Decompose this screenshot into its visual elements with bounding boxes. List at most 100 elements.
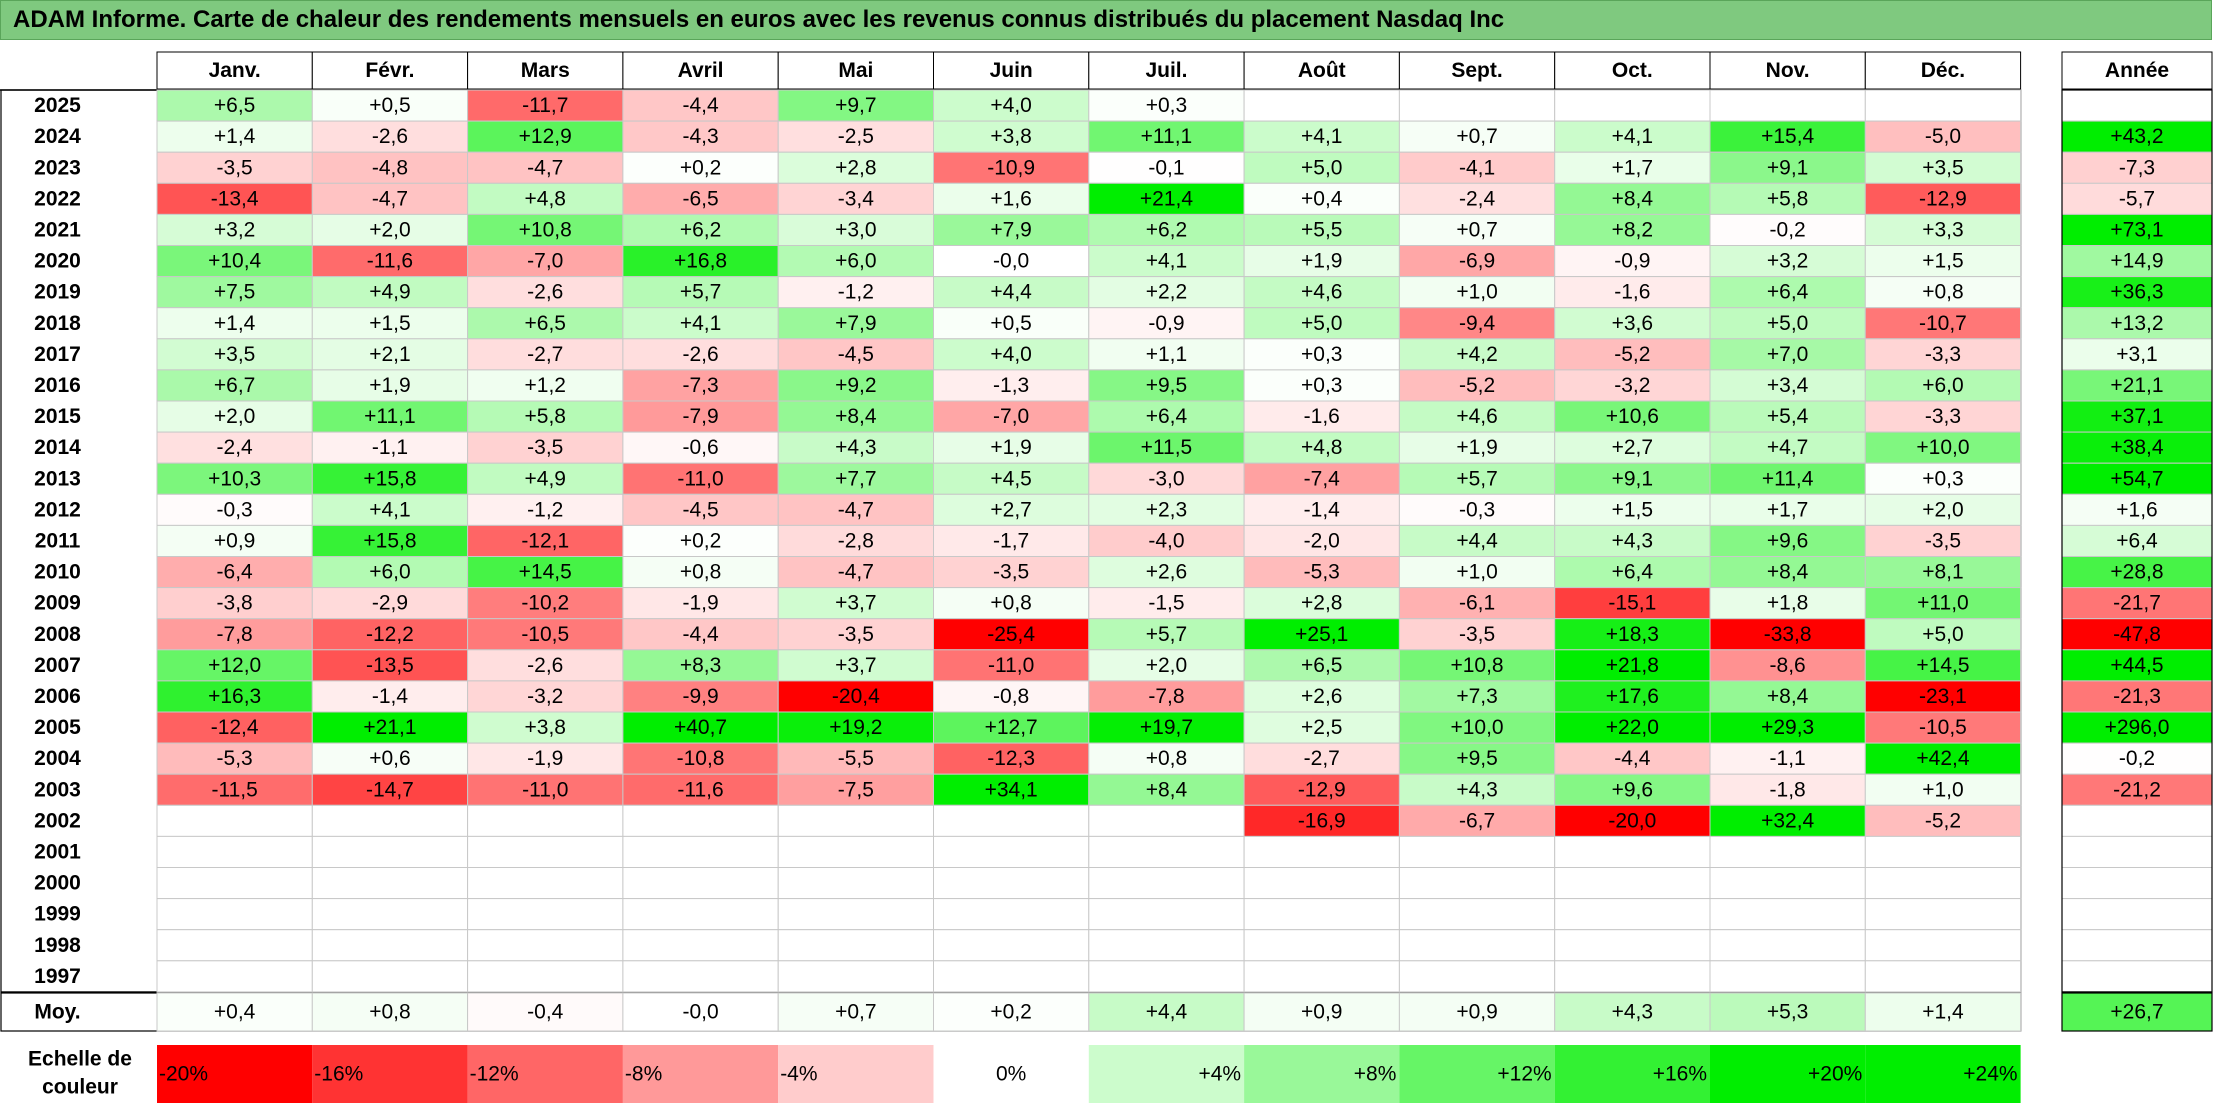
cell-value: +10,8 [1450,654,1503,677]
heatmap-cell [1088,493,1245,526]
average-value: +0,2 [990,1001,1031,1024]
cell-value: +3,0 [835,218,876,241]
cell-value: +3,7 [835,592,876,615]
heatmap-cell [311,369,469,402]
heatmap-cell [1088,804,1245,837]
annual-value: +28,8 [2110,561,2163,584]
heatmap-cell [156,773,313,806]
heatmap-cell [1864,89,2022,122]
cell-value: +16,8 [674,250,727,273]
heatmap-cell [156,587,313,620]
heatmap-cell [1709,245,1866,278]
month-header-cell [311,51,469,90]
year-label: 2018 [34,312,81,335]
heatmap-cell [1709,400,1866,433]
scale-step-label: -16% [314,1063,363,1086]
annual-cell [2061,462,2213,495]
heatmap-cell [467,898,624,931]
year-label: 2006 [34,685,81,708]
heatmap-cell [933,276,1090,309]
heatmap-cell [1088,276,1245,309]
cell-value: -0,6 [682,436,718,459]
cell-value: -6,9 [1459,250,1495,273]
cell-value: +6,7 [214,374,255,397]
annual-cell [2061,742,2213,775]
year-label: 1999 [34,903,81,926]
cell-value: +0,5 [990,312,1031,335]
cell-value: -6,1 [1459,592,1495,615]
scale-swatch [1865,1045,2021,1103]
annual-value: -21,2 [2113,778,2161,801]
scale-step-label: +24% [1963,1063,2017,1086]
scale-step-label: +4% [1198,1063,1241,1086]
year-label: 2008 [34,623,81,646]
scale-swatch [1710,1045,1866,1103]
cell-value: -12,2 [366,623,414,646]
cell-value: +2,0 [369,218,410,241]
cell-value: +4,1 [680,312,721,335]
annual-cell [2061,151,2213,184]
heatmap-cell [467,556,624,589]
heatmap-cell [622,493,779,526]
annual-value: +73,1 [2110,218,2163,241]
heatmap-cell [1554,276,1711,309]
cell-value: -0,2 [1770,218,1806,241]
month-header-cell [1554,51,1711,90]
month-header-cell [1709,51,1866,90]
annual-value: +1,6 [2116,498,2157,521]
year-label: 2002 [34,809,81,832]
cell-value: +5,0 [1922,623,1963,646]
cell-value: -3,5 [993,561,1029,584]
heatmap-cell [1709,338,1866,371]
heatmap-cell [1398,369,1556,402]
heatmap-cell [1398,400,1556,433]
heatmap-cell [311,524,469,558]
cell-value: -1,2 [838,281,874,304]
cell-value: -1,5 [1148,592,1184,615]
heatmap-cell [933,556,1090,589]
cell-value: -2,4 [1459,187,1496,210]
cell-value: +1,7 [1767,498,1808,521]
cell-value: -11,6 [677,778,723,801]
heatmap-cell [1243,338,1400,371]
cell-value: -4,3 [682,125,718,148]
cell-value: +1,5 [1922,250,1963,273]
heatmap-cell [1398,245,1556,278]
heatmap-cell [1554,524,1711,558]
heatmap-cell [156,493,313,526]
heatmap-cell [1864,804,2022,837]
cell-value: -9,9 [682,685,718,708]
cell-value: -3,5 [838,623,874,646]
cell-value: -9,4 [1459,312,1496,335]
annual-value: +296,0 [2105,716,2170,739]
heatmap-cell [467,618,624,651]
heatmap-cell [311,245,469,278]
heatmap-cell [156,400,313,433]
heatmap-cell [467,835,624,869]
heatmap-cell [622,182,779,215]
cell-value: +4,6 [1456,405,1497,428]
heatmap-cell [467,151,624,184]
cell-value: +8,4 [835,405,877,428]
heatmap-cell [933,680,1090,713]
cell-value: -5,2 [1459,374,1495,397]
cell-value: +5,8 [1767,187,1808,210]
scale-step-label: +16% [1653,1063,1707,1086]
average-cell [1398,992,1556,1032]
cell-value: -1,4 [1304,498,1341,521]
heatmap-cell [1709,742,1866,775]
heatmap-cell [622,929,779,962]
cell-value: +14,5 [1916,654,1969,677]
cell-value: +0,3 [1301,343,1342,366]
heatmap-cell [467,431,624,464]
heatmap-cell [933,462,1090,495]
cell-value: -4,8 [372,156,408,179]
cell-value: -10,7 [1919,312,1967,335]
heatmap-cell [1554,680,1711,713]
cell-value: -7,4 [1304,467,1341,490]
heatmap-cell [1398,587,1556,620]
heatmap-cell [1243,773,1400,806]
cell-value: +4,2 [1456,343,1497,366]
heatmap-cell [1243,213,1400,246]
annual-value: -5,7 [2119,187,2155,210]
